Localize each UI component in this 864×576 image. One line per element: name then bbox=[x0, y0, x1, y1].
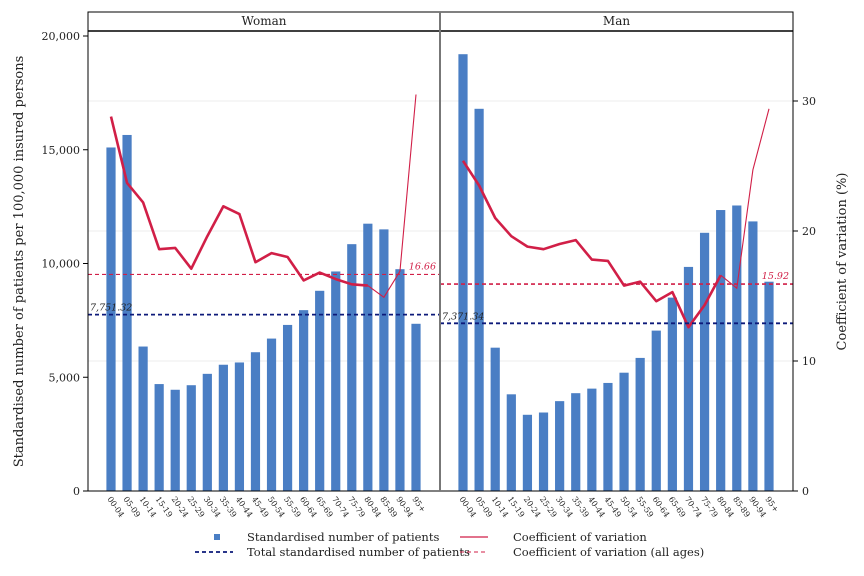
bar bbox=[474, 108, 484, 492]
bar bbox=[363, 223, 373, 491]
panel-woman: 7,751.3216.6600-0405-0910-1415-1920-2425… bbox=[88, 14, 440, 519]
legend: Standardised number of patients Coefficie… bbox=[195, 530, 704, 559]
legend-item-cv: Coefficient of variation bbox=[460, 530, 647, 544]
bar bbox=[395, 269, 405, 491]
legend-label: Total standardised number of patients bbox=[247, 545, 470, 559]
bar bbox=[506, 394, 516, 491]
y-tick-label: 5,000 bbox=[49, 371, 81, 384]
bar bbox=[651, 330, 661, 491]
cv-line bbox=[109, 116, 368, 287]
bar bbox=[218, 364, 228, 491]
legend-label: Coefficient of variation (all ages) bbox=[513, 545, 704, 559]
bar bbox=[732, 205, 742, 492]
bar bbox=[122, 134, 132, 491]
legend-item-cv_all: Coefficient of variation (all ages) bbox=[460, 545, 704, 559]
bar bbox=[250, 352, 261, 491]
bar bbox=[186, 385, 196, 491]
bar bbox=[716, 210, 726, 491]
bar bbox=[234, 362, 245, 491]
y-tick-label: 15,000 bbox=[42, 144, 81, 157]
panel-man: 7,371.3415.9200-0405-0910-1415-1920-2425… bbox=[440, 14, 793, 519]
bar bbox=[603, 382, 613, 491]
total-patients-label: 7,371.34 bbox=[442, 311, 484, 322]
bar bbox=[619, 372, 629, 491]
legend-item-total: Total standardised number of patients bbox=[195, 545, 470, 559]
y2-tick-label: 30 bbox=[802, 95, 816, 108]
y2-axis-title: Coefficient of variation (%) bbox=[835, 173, 850, 351]
bar bbox=[458, 54, 468, 491]
cv-line-tail bbox=[367, 94, 417, 299]
bar bbox=[347, 244, 357, 491]
cv-line bbox=[461, 160, 722, 329]
legend-label: Coefficient of variation bbox=[513, 530, 647, 544]
bar-series bbox=[106, 134, 421, 491]
y-tick-label: 10,000 bbox=[42, 258, 81, 271]
y-tick-label: 0 bbox=[73, 485, 80, 498]
y2-tick-label: 10 bbox=[802, 355, 816, 368]
bar bbox=[379, 229, 389, 491]
panel-title: Man bbox=[603, 14, 630, 28]
y-tick-label: 20,000 bbox=[42, 30, 81, 43]
bar bbox=[667, 297, 677, 491]
bar bbox=[490, 347, 500, 491]
y2-tick-label: 20 bbox=[802, 225, 816, 238]
cv-all-label: 15.92 bbox=[762, 271, 789, 282]
bar bbox=[138, 346, 148, 491]
bar-series bbox=[458, 54, 774, 492]
bar bbox=[748, 221, 758, 491]
bar bbox=[154, 384, 164, 491]
bar bbox=[282, 324, 293, 491]
legend-label: Standardised number of patients bbox=[247, 530, 439, 544]
bar bbox=[315, 290, 325, 491]
bar bbox=[106, 147, 116, 491]
cv-line-tail bbox=[720, 108, 770, 290]
bar bbox=[555, 401, 565, 491]
legend-swatch bbox=[214, 534, 220, 540]
bar bbox=[538, 412, 549, 491]
axes: 0 5,000 10,000 15,000 20,000 0 10 20 30 Standardi… bbox=[12, 30, 850, 498]
bar bbox=[571, 393, 581, 491]
panel-title: Woman bbox=[241, 14, 286, 28]
total-patients-label: 7,751.32 bbox=[90, 303, 132, 314]
bar bbox=[170, 389, 180, 491]
y2-tick-label: 0 bbox=[802, 485, 809, 498]
bar bbox=[202, 373, 212, 491]
bar bbox=[764, 281, 774, 491]
plot-frame bbox=[87, 11, 794, 492]
bar bbox=[587, 388, 597, 491]
bar bbox=[635, 357, 645, 491]
legend-item-bars: Standardised number of patients bbox=[214, 530, 439, 544]
bar bbox=[699, 232, 710, 491]
bar bbox=[299, 310, 309, 491]
bar bbox=[522, 414, 533, 491]
bar bbox=[331, 271, 341, 491]
cv-all-label: 16.66 bbox=[409, 261, 436, 272]
y-axis-title: Standardised number of patients per 100,… bbox=[12, 56, 27, 468]
bar bbox=[683, 266, 694, 491]
bar bbox=[411, 323, 421, 491]
bar bbox=[266, 338, 277, 491]
